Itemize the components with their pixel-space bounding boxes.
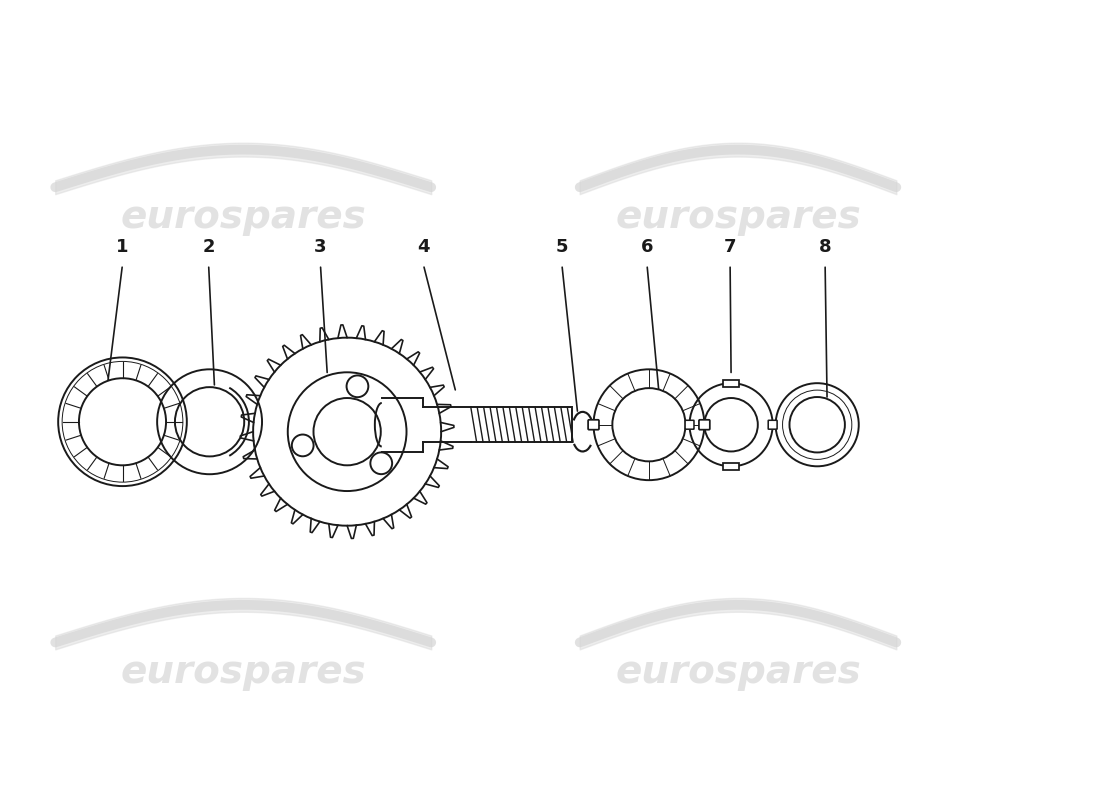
Text: 7: 7 [724,238,736,256]
Bar [723,380,739,386]
Text: eurospares: eurospares [615,653,861,691]
FancyBboxPatch shape [588,420,600,430]
FancyBboxPatch shape [698,420,710,430]
Text: 6: 6 [640,238,653,256]
Bar [723,463,739,470]
Text: eurospares: eurospares [120,198,366,236]
Text: 5: 5 [556,238,568,256]
FancyBboxPatch shape [685,420,694,429]
Text: 1: 1 [117,238,129,256]
Text: eurospares: eurospares [615,198,861,236]
Text: eurospares: eurospares [120,653,366,691]
Text: 8: 8 [818,238,832,256]
FancyBboxPatch shape [768,420,777,429]
Text: 2: 2 [202,238,215,256]
Text: 4: 4 [417,238,430,256]
Text: 3: 3 [315,238,327,256]
